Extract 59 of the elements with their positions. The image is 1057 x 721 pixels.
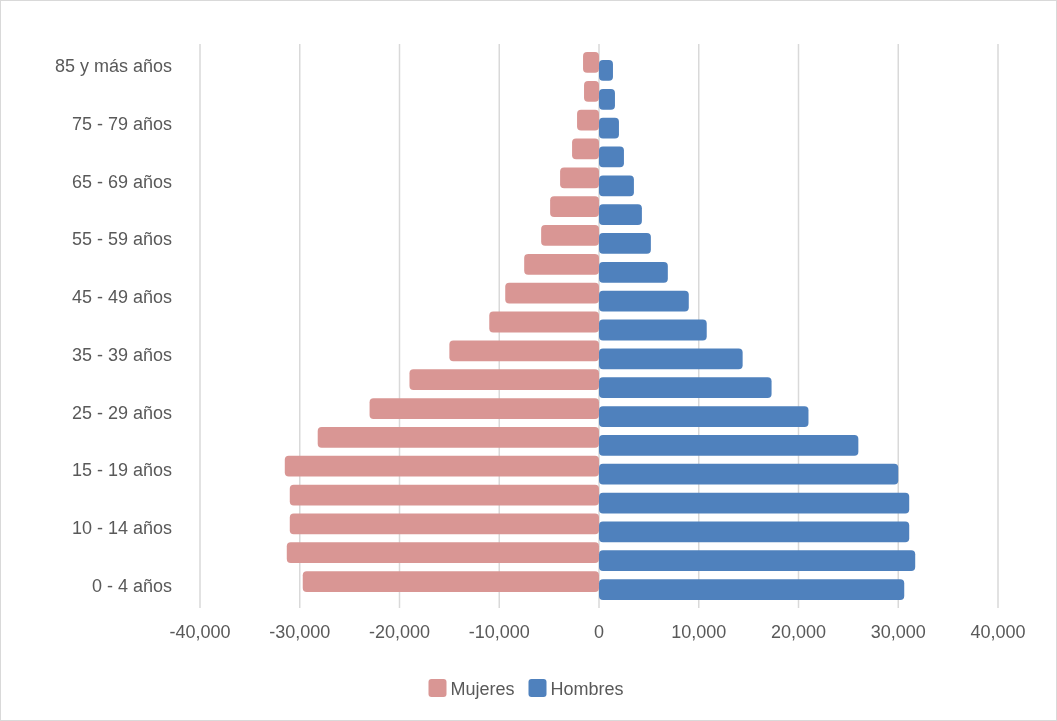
- bar: [599, 319, 707, 341]
- bar: [572, 138, 599, 160]
- bar: [524, 253, 599, 275]
- y-tick-label: 25 - 29 años: [71, 402, 172, 423]
- y-tick-label: 75 - 79 años: [71, 114, 172, 135]
- y-tick-label: 10 - 14 años: [71, 517, 172, 538]
- bar: [583, 52, 599, 73]
- y-tick-label: 65 - 69 años: [71, 171, 172, 192]
- bar: [599, 88, 615, 110]
- x-tick-label: -30,000: [269, 622, 331, 642]
- bar: [599, 290, 689, 312]
- bar: [599, 550, 916, 572]
- bar: [599, 492, 910, 514]
- x-tick-label: -40,000: [169, 622, 231, 642]
- x-tick-label: -20,000: [368, 622, 431, 642]
- bar: [289, 484, 599, 506]
- bar: [284, 455, 599, 477]
- bar: [449, 340, 599, 362]
- bar: [577, 109, 599, 131]
- bar: [599, 175, 634, 197]
- x-tick-label: 20,000: [770, 622, 827, 642]
- legend-label: Mujeres: [450, 679, 515, 699]
- bar: [584, 80, 599, 102]
- bar: [599, 377, 772, 399]
- bar: [409, 369, 599, 391]
- bar: [317, 426, 599, 448]
- y-tick-label: 55 - 59 años: [71, 229, 172, 250]
- bar: [302, 571, 599, 592]
- bar: [560, 167, 599, 189]
- x-tick-label: 10,000: [671, 622, 727, 642]
- bar: [599, 233, 651, 254]
- bar: [599, 348, 743, 370]
- x-tick-label: 0: [593, 622, 605, 642]
- bar: [489, 311, 599, 333]
- x-tick-label: 30,000: [870, 622, 926, 642]
- bar: [541, 225, 599, 246]
- bar: [599, 117, 619, 139]
- bar: [289, 513, 599, 535]
- x-tick-label: -10,000: [468, 622, 530, 642]
- y-tick-label: 45 - 49 años: [71, 287, 172, 308]
- bar: [599, 579, 905, 600]
- bar: [599, 521, 910, 543]
- bar: [286, 542, 599, 564]
- legend-label: Hombres: [550, 679, 624, 699]
- bar: [599, 60, 613, 81]
- bar: [599, 204, 642, 226]
- bar: [599, 261, 668, 283]
- bar: [599, 434, 859, 456]
- y-tick-label: 35 - 39 años: [71, 344, 172, 365]
- y-tick-label: 85 y más años: [54, 56, 172, 77]
- bar: [369, 398, 599, 419]
- bar: [505, 282, 599, 304]
- y-tick-label: 0 - 4 años: [91, 575, 172, 596]
- x-tick-label: 40,000: [970, 622, 1026, 642]
- bar: [599, 406, 809, 427]
- bar: [550, 196, 599, 218]
- bar: [599, 146, 624, 168]
- bar: [599, 463, 899, 485]
- y-tick-label: 15 - 19 años: [71, 460, 172, 481]
